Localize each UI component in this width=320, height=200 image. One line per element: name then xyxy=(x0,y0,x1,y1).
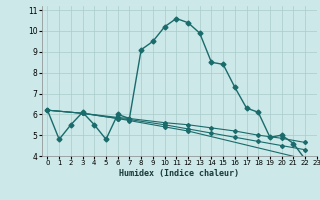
X-axis label: Humidex (Indice chaleur): Humidex (Indice chaleur) xyxy=(119,169,239,178)
